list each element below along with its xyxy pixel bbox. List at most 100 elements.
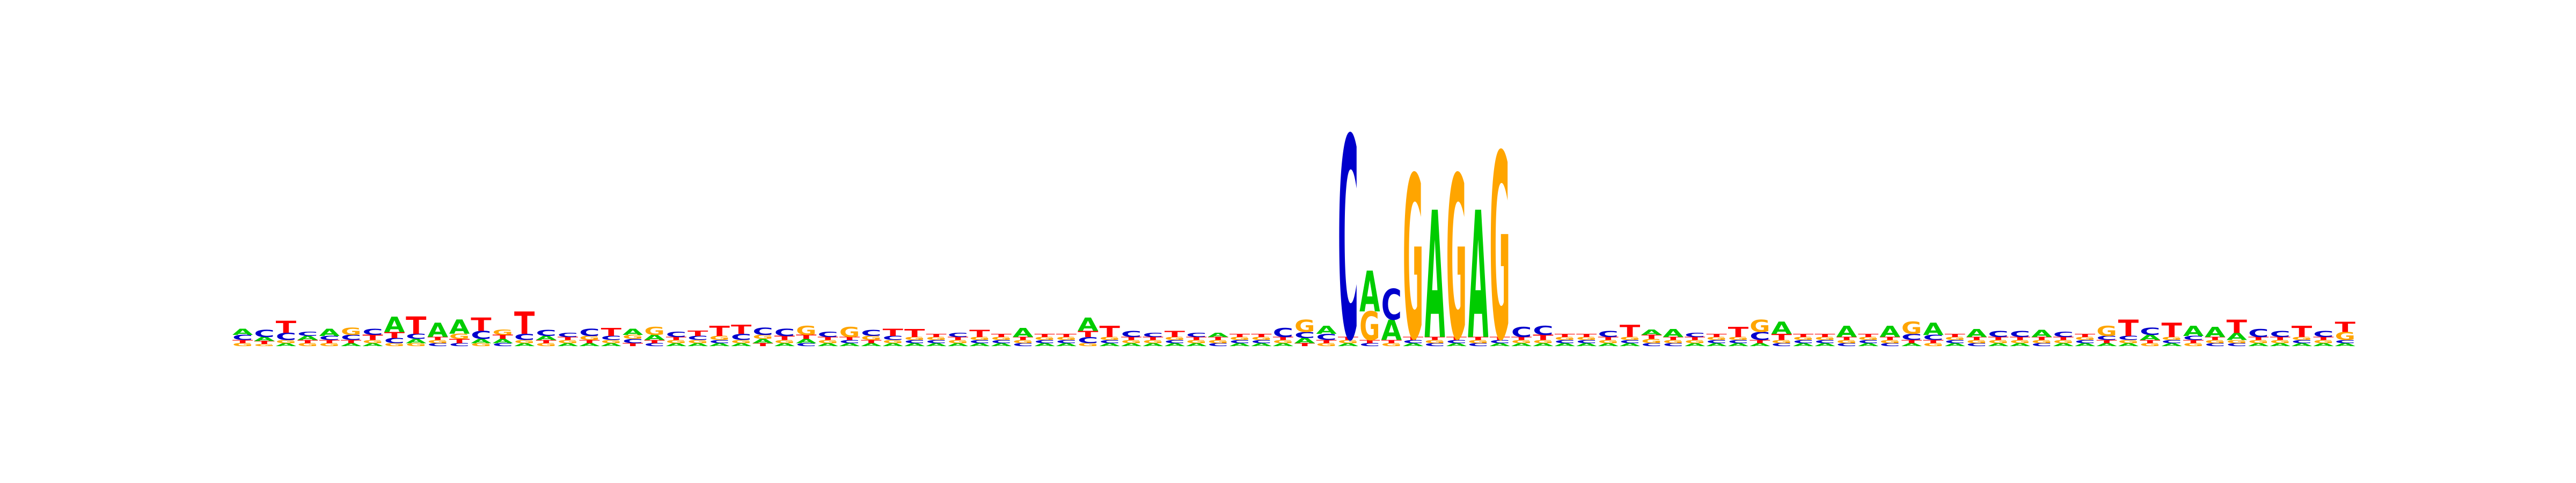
logo-letter-g: G [1359, 304, 1380, 350]
logo-letter-a: A [666, 342, 687, 347]
logo-letter-c: C [1879, 342, 1900, 347]
logo-letter-g: G [1230, 336, 1250, 341]
logo-letter-t: T [839, 336, 860, 341]
logo-letter-g: G [1078, 342, 1098, 347]
logo-letter-a: A [1620, 342, 1641, 347]
logo-letter-a: A [1100, 342, 1121, 347]
logo-letter-c: C [1294, 331, 1315, 340]
logo-letter-a: A [449, 317, 470, 339]
logo-letter-c: C [709, 339, 730, 344]
logo-letter-a: A [644, 333, 664, 341]
logo-letter-g: G [254, 343, 274, 347]
logo-letter-g: G [428, 339, 448, 344]
logo-letter-a: A [2031, 328, 2052, 339]
logo-letter-g: G [2183, 342, 2204, 347]
logo-letter-g: G [1381, 342, 1402, 347]
logo-letter-c: C [2053, 331, 2074, 339]
logo-letter-g: G [514, 339, 535, 344]
logo-letter-a: A [752, 338, 773, 345]
logo-letter-a: A [1858, 342, 1879, 347]
logo-letter-g: G [406, 342, 426, 347]
logo-letter-c: C [948, 332, 968, 338]
logo-letter-g: G [1901, 319, 1922, 338]
logo-letter-c: C [2205, 342, 2225, 347]
logo-letter-a: A [2010, 342, 2031, 347]
logo-letter-t: T [1403, 336, 1424, 341]
logo-letter-g: G [1923, 342, 1943, 347]
logo-letter-c: C [276, 331, 296, 342]
logo-letter-c: C [2313, 330, 2333, 339]
logo-letter-g: G [601, 339, 621, 344]
logo-letter-a: A [1663, 327, 1684, 340]
logo-letter-g: G [297, 342, 318, 347]
logo-letter-a: A [969, 342, 990, 347]
logo-letter-c: C [774, 327, 795, 339]
logo-letter-a: A [254, 336, 275, 342]
logo-letter-c: C [1750, 330, 1770, 343]
logo-letter-t: T [558, 336, 579, 341]
logo-letter-g: G [2292, 336, 2312, 341]
logo-letter-t: T [1078, 330, 1098, 339]
logo-letter-g: G [1316, 342, 1336, 347]
logo-letter-c: C [362, 327, 383, 337]
logo-letter-c: C [1273, 325, 1293, 340]
logo-letter-t: T [2118, 315, 2139, 341]
logo-letter-c: C [1988, 330, 2008, 339]
logo-letter-t: T [1056, 333, 1077, 338]
logo-letter-c: C [1576, 339, 1597, 344]
logo-letter-g: G [558, 339, 578, 344]
logo-letter-t: T [883, 327, 904, 338]
logo-letter-t: T [2031, 336, 2052, 341]
logo-letter-a: A [1966, 327, 1987, 340]
logo-letter-g: G [1706, 336, 1726, 341]
logo-letter-g: G [991, 336, 1012, 341]
logo-letter-t: T [2162, 319, 2183, 342]
logo-columns: GTCAGTACAGCTGTACGTCAATCGAGTCGCTAGACTCGTA… [232, 81, 2356, 402]
logo-letter-a: A [579, 342, 600, 347]
logo-letter-c: C [1620, 339, 1640, 344]
logo-letter-c: C [254, 328, 274, 340]
logo-letter-g: G [1879, 339, 1900, 344]
logo-letter-t: T [2227, 316, 2248, 337]
logo-letter-c: C [1056, 339, 1077, 344]
logo-letter-t: T [1034, 333, 1055, 338]
logo-letter-g: G [969, 336, 990, 341]
logo-letter-t: T [2205, 336, 2226, 341]
logo-letter-a: A [1338, 342, 1359, 347]
logo-letter-c: C [1468, 342, 1488, 347]
logo-letter-t: T [1533, 333, 1554, 341]
logo-letter-t: T [1620, 321, 1640, 341]
logo-letter-a: A [1685, 342, 1706, 347]
logo-letter-t: T [623, 342, 643, 347]
logo-letter-a: A [1511, 342, 1532, 347]
logo-letter-a: A [1988, 342, 2009, 347]
logo-letter-g: G [384, 342, 405, 347]
logo-letter-c: C [796, 342, 816, 347]
logo-letter-c: C [623, 338, 643, 345]
logo-letter-c: C [1685, 332, 1705, 338]
logo-letter-t: T [1294, 342, 1315, 347]
